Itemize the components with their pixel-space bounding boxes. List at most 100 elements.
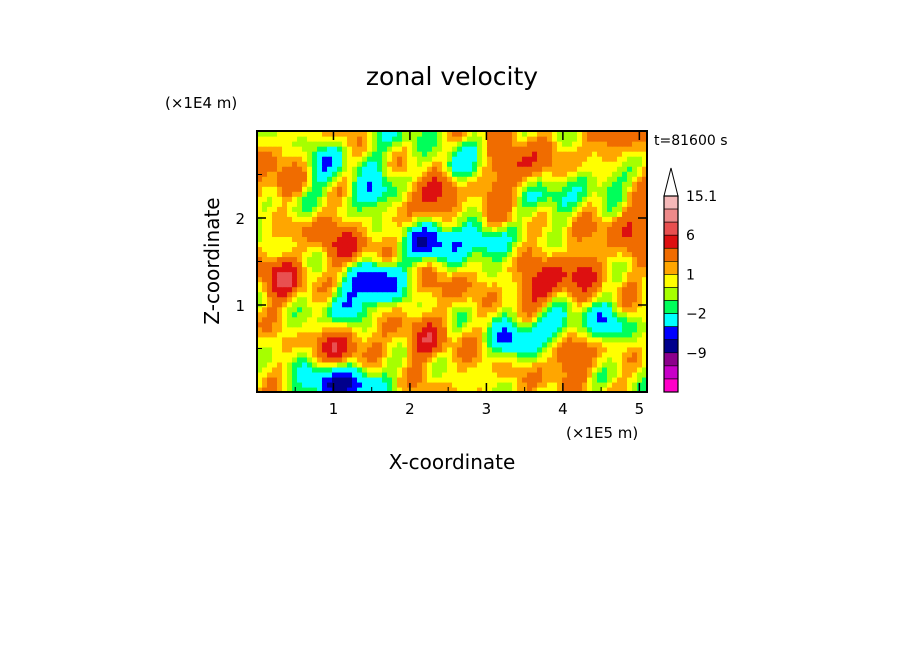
heatmap-cell	[622, 276, 628, 283]
heatmap-cell	[532, 306, 538, 313]
heatmap-cell	[602, 281, 608, 288]
heatmap-cell	[442, 291, 448, 298]
heatmap-cell	[512, 216, 518, 222]
heatmap-cell	[547, 311, 553, 318]
heatmap-cell	[432, 171, 438, 177]
heatmap-cell	[397, 331, 403, 338]
heatmap-cell	[377, 226, 383, 232]
heatmap-cell	[462, 336, 468, 343]
heatmap-cell	[552, 221, 558, 227]
heatmap-cell	[397, 231, 403, 238]
heatmap-cell	[257, 296, 263, 303]
heatmap-cell	[492, 361, 498, 368]
heatmap-cell	[502, 151, 508, 157]
heatmap-cell	[622, 171, 628, 177]
heatmap-cell	[322, 131, 328, 137]
heatmap-cell	[337, 166, 343, 172]
heatmap-cell	[642, 356, 647, 363]
heatmap-cell	[267, 221, 273, 227]
heatmap-cell	[272, 151, 278, 157]
heatmap-cell	[572, 221, 578, 227]
heatmap-cell	[352, 226, 358, 232]
heatmap-cell	[417, 141, 423, 147]
heatmap-cell	[512, 191, 518, 197]
x-tick-label: 2	[405, 400, 415, 418]
heatmap-cell	[642, 281, 647, 288]
heatmap-cell	[292, 246, 298, 253]
heatmap-cell	[372, 191, 378, 197]
heatmap-cell	[637, 201, 643, 207]
heatmap-cell	[372, 176, 378, 182]
heatmap-cell	[427, 376, 433, 383]
heatmap-cell	[452, 161, 458, 167]
heatmap-cell	[322, 171, 328, 177]
heatmap-cell	[522, 276, 528, 283]
heatmap-cell	[512, 376, 518, 383]
heatmap-cell	[497, 356, 503, 363]
heatmap-cell	[632, 236, 638, 243]
heatmap-cell	[357, 156, 363, 162]
heatmap-cell	[462, 266, 468, 273]
heatmap-cell	[632, 166, 638, 172]
heatmap-cell	[432, 291, 438, 298]
heatmap-cell	[362, 296, 368, 303]
heatmap-cell	[507, 246, 513, 253]
heatmap-cell	[602, 216, 608, 222]
heatmap-cell	[352, 216, 358, 222]
heatmap-cell	[342, 271, 348, 278]
heatmap-cell	[517, 166, 523, 172]
heatmap-cell	[462, 156, 468, 162]
heatmap-cell	[557, 176, 563, 182]
heatmap-cell	[402, 346, 408, 353]
heatmap-cell	[427, 306, 433, 313]
heatmap-cell	[352, 266, 358, 273]
heatmap-cell	[292, 181, 298, 187]
heatmap-cell	[587, 296, 593, 303]
heatmap-cell	[452, 321, 458, 328]
heatmap-cell	[297, 171, 303, 177]
heatmap-cell	[277, 276, 283, 283]
heatmap-cell	[507, 296, 513, 303]
colorbar-label: −2	[686, 307, 707, 323]
heatmap-cell	[577, 221, 583, 227]
heatmap-cell	[602, 336, 608, 343]
heatmap-cell	[562, 206, 568, 212]
heatmap-cell	[267, 326, 273, 333]
heatmap-cell	[492, 166, 498, 172]
heatmap-cell	[307, 301, 313, 308]
heatmap-cell	[442, 181, 448, 187]
heatmap-cell	[377, 346, 383, 353]
heatmap-cell	[317, 196, 323, 202]
heatmap-cell	[552, 211, 558, 217]
heatmap-cell	[492, 341, 498, 348]
heatmap-cell	[612, 191, 618, 197]
heatmap-cell	[347, 366, 353, 373]
heatmap-cell	[607, 211, 613, 217]
heatmap-cell	[347, 376, 353, 383]
heatmap-cell	[412, 196, 418, 202]
heatmap-cell	[532, 271, 538, 278]
heatmap-cell	[307, 186, 313, 192]
heatmap-cell	[402, 301, 408, 308]
heatmap-cell	[507, 256, 513, 263]
heatmap-cell	[632, 176, 638, 182]
heatmap-cell	[407, 361, 413, 368]
heatmap-cell	[602, 221, 608, 227]
heatmap-cell	[347, 196, 353, 202]
heatmap-cell	[517, 281, 523, 288]
heatmap-cell	[512, 161, 518, 167]
heatmap-cell	[287, 316, 293, 323]
heatmap-cell	[487, 306, 493, 313]
heatmap-cell	[422, 376, 428, 383]
heatmap-cell	[567, 191, 573, 197]
heatmap-cell	[532, 136, 538, 142]
heatmap-cell	[627, 311, 633, 318]
heatmap-cell	[352, 321, 358, 328]
heatmap-cell	[302, 151, 308, 157]
heatmap-cell	[287, 371, 293, 378]
heatmap-cell	[502, 271, 508, 278]
heatmap-cell	[527, 291, 533, 298]
heatmap-cell	[437, 201, 443, 207]
heatmap-cell	[267, 366, 273, 373]
heatmap-cell	[592, 306, 598, 313]
